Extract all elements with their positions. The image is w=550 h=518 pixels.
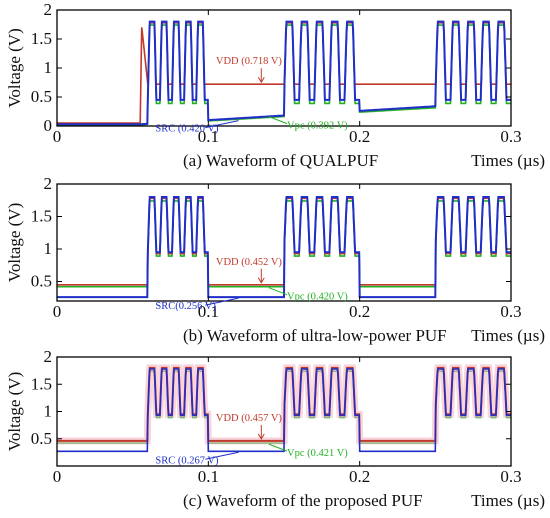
y-tick-label: 1 [44,239,53,258]
y-tick-label: 0.5 [31,429,52,448]
y-tick-label: 2 [44,0,53,19]
x-tick-label: 0.3 [500,302,521,321]
x-axis-label: Times (µs) [471,151,545,170]
y-tick-label: 0.5 [31,272,52,291]
x-tick-label: 0 [53,467,62,486]
y-axis-label: Voltage (V) [5,203,24,282]
y-tick-label: 2 [44,174,53,193]
panel-caption: (b) Waveform of ultra-low-power PUF [183,326,447,345]
series-line-src [57,196,511,299]
series-line-src [57,368,511,453]
y-tick-label: 1 [44,402,53,421]
x-tick-label: 0.2 [349,467,370,486]
annotation-vpc: Vpc (0.392 V) [287,121,348,132]
x-tick-label: 0 [53,302,62,321]
x-axis-label: Times (µs) [471,491,545,510]
plot-frame [56,183,512,302]
panel-c: 0 0.1 0.2 0.3 0.5 1 1.5 2 Voltage (V) (c) Wavefor… [5,347,545,510]
annotation-vpc: Vpc (0.421 V) [287,448,348,459]
annotation-src: SRC (0.420 V) [155,124,219,135]
arrow-src [205,297,239,306]
arrow-vpc [268,116,288,125]
x-tick-label: 0.3 [500,127,521,146]
x-tick-label: 0.3 [500,467,521,486]
y-tick-label: 0 [44,116,53,135]
y-axis-label: Voltage (V) [5,372,24,451]
panel-b: 0 0.1 0.2 0.3 0.5 1 1.5 2 Voltage (V) (b) Wavefor… [5,174,545,345]
arrow-vpc [268,443,288,452]
x-axis-label: Times (µs) [471,326,545,345]
x-tick-label: 0.1 [198,302,219,321]
arrowhead-vdd [257,76,265,84]
annotation-vdd: VDD (0.452 V) [216,257,283,268]
annotation-vdd: VDD (0.457 V) [216,413,283,424]
annotation-vdd: VDD (0.718 V) [216,56,283,67]
y-tick-label: 1 [44,58,53,77]
y-tick-label: 1.5 [31,207,52,226]
annotation-src: SRC (0.267 V) [155,455,219,466]
arrow-src [205,120,239,129]
arrow-src [205,451,239,460]
arrowhead-vdd [257,433,265,440]
series-line-src [57,20,511,126]
x-tick-label: 0.2 [349,302,370,321]
y-axis-label: Voltage (V) [5,28,24,107]
x-tick-label: 0 [53,127,62,146]
y-tick-label: 1.5 [31,374,52,393]
annotation-src: SRC(0.256 V) [155,301,216,312]
arrowhead-vdd [257,277,265,284]
annotation-vpc: Vpc (0.420 V) [287,292,348,303]
y-tick-label: 1.5 [31,29,52,48]
x-tick-label: 0.1 [198,467,219,486]
y-tick-label: 0.5 [31,87,52,106]
arrow-vpc [268,287,288,296]
panel-caption: (c) Waveform of the proposed PUF [183,491,423,510]
panel-a: 0 0.1 0.2 0.3 0 0.5 1 1.5 2 Voltage (V) (a) Wavefo… [5,0,545,170]
x-tick-label: 0.2 [349,127,370,146]
y-tick-label: 2 [44,347,53,366]
panel-caption: (a) Waveform of QUALPUF [183,151,378,170]
x-tick-label: 0.1 [198,127,219,146]
